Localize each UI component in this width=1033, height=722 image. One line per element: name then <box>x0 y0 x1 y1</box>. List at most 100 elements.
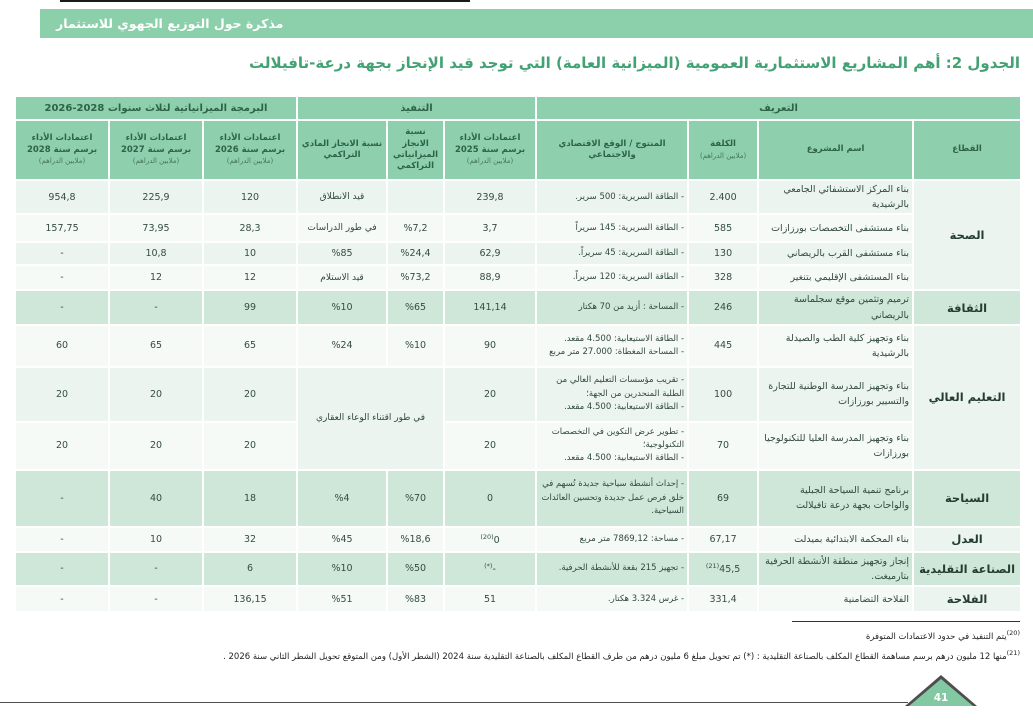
product-cell: - إحداث أنشطة سياحية جديدة تُسهم في خلق … <box>535 468 690 528</box>
credits-2027-cell: 40 <box>108 468 205 528</box>
project-cell: ترميم وتثمين موقع سجلماسة بالريصاني <box>757 289 915 326</box>
col-header-credits-2028: اعتمادات الأداء برسم سنة 2028 (ملايين الد… <box>13 119 111 181</box>
credits-2028-cell: - <box>13 468 111 528</box>
project-cell: إنجاز وتجهيز منطقة الأنشطة الحرفية بتارم… <box>757 550 915 588</box>
credits-2026-cell: 12 <box>202 264 299 292</box>
credits-2028-cell: 157,75 <box>13 213 111 244</box>
credits-2027-cell: - <box>108 585 205 614</box>
cost-cell: 69 <box>687 468 760 528</box>
credits-2026-cell: 99 <box>202 289 299 326</box>
sector-cell-agriculture: الفلاحة <box>912 585 1023 614</box>
table-row: الثقافة ترميم وتثمين موقع سجلماسة بالريص… <box>13 289 1023 326</box>
credits-2027-cell: 20 <box>108 420 205 471</box>
col-header-sector: القطاع <box>912 119 1023 181</box>
col-header-credits-2027: اعتمادات الأداء برسم سنة 2027 (ملايين الد… <box>108 119 205 181</box>
credits-2025-cell: 20 <box>443 365 538 423</box>
footnote-marker: (21) <box>705 562 720 571</box>
project-cell: بناء وتجهيز كلية الطب والصيدلة بالرشيدية <box>757 323 915 368</box>
product-cell: - تقريب مؤسسات التعليم العالي من الطلبة … <box>535 365 690 423</box>
credits-2025-cell: (*)- <box>443 550 538 588</box>
cost-cell: 445 <box>687 323 760 368</box>
credits-2028-cell: 60 <box>13 323 111 368</box>
credits-2026-cell: 20 <box>202 420 299 471</box>
credits-2026-cell: 28,3 <box>202 213 299 244</box>
cost-cell: 246 <box>687 289 760 326</box>
credits-2026-cell: 120 <box>202 178 299 216</box>
credits-2028-cell: 954,8 <box>13 178 111 216</box>
header-banner: مذكرة حول التوزيع الجهوي للاستثمار <box>40 9 1033 38</box>
footnote-marker: (*) <box>484 562 493 571</box>
col-header-project: اسم المشروع <box>757 119 915 181</box>
page-number-triangle: 41 <box>905 675 977 706</box>
scan-artifact-line <box>60 0 470 2</box>
physical-ratio-cell: %4 <box>296 468 389 528</box>
product-cell: - غرس 3.324 هكتار. <box>535 585 690 614</box>
budget-ratio-cell: %50 <box>386 550 446 588</box>
product-cell: - الطاقة السريرية: 145 سريراً <box>535 213 690 244</box>
cost-cell: 67,17 <box>687 525 760 553</box>
budget-ratio-cell: %24,4 <box>386 241 446 267</box>
product-cell: - المساحة : أزيد من 70 هكتار <box>535 289 690 326</box>
project-cell: بناء وتجهيز المدرسة الوطنية للتجارة والت… <box>757 365 915 423</box>
physical-ratio-cell: %24 <box>296 323 389 368</box>
product-cell: - تجهيز 215 بقعة للأنشطة الحرفية. <box>535 550 690 588</box>
credits-2025-cell: 239,8 <box>443 178 538 216</box>
credits-2025-cell: 90 <box>443 323 538 368</box>
group-header-execution: التنفيذ <box>296 95 538 121</box>
page-number: 41 <box>933 692 949 704</box>
land-acquisition-status-cell: في طور اقتناء الوعاء العقاري <box>296 365 446 471</box>
physical-ratio-cell: في طور الدراسات <box>296 213 389 244</box>
credits-2027-cell: 10 <box>108 525 205 553</box>
sector-cell-justice: العدل <box>912 525 1023 553</box>
budget-ratio-cell: %7,2 <box>386 213 446 244</box>
credits-2027-cell: 20 <box>108 365 205 423</box>
sector-cell-tourism: السياحة <box>912 468 1023 528</box>
footnote-marker: (20) <box>1006 629 1020 637</box>
credits-2026-cell: 32 <box>202 525 299 553</box>
product-cell: - الطاقة السريرية: 500 سرير. <box>535 178 690 216</box>
cost-cell: 130 <box>687 241 760 267</box>
footnote-divider <box>792 621 1020 622</box>
table-row: العدل بناء المحكمة الابتدائية بميدلت 67,… <box>13 525 1023 553</box>
credits-2027-cell: 73,95 <box>108 213 205 244</box>
credits-2025-cell: 141,14 <box>443 289 538 326</box>
physical-ratio-cell: %85 <box>296 241 389 267</box>
sector-cell-higher-education: التعليم العالي <box>912 323 1023 471</box>
credits-2026-cell: 136,15 <box>202 585 299 614</box>
project-cell: بناء المستشفى الإقليمي بتنغير <box>757 264 915 292</box>
cost-cell: (21)45,5 <box>687 550 760 588</box>
col-header-cost: الكلفة (ملايين الدراهم) <box>687 119 760 181</box>
credits-2028-cell: - <box>13 241 111 267</box>
credits-2026-cell: 65 <box>202 323 299 368</box>
credits-2027-cell: 10,8 <box>108 241 205 267</box>
col-header-physical-ratio: نسبة الانجاز المادي التراكمي <box>296 119 389 181</box>
table-row: الصناعة التقليدية إنجاز وتجهيز منطقة الأ… <box>13 550 1023 588</box>
projects-table: التعريف التنفيذ البرمجة الميزانياتية لثل… <box>13 95 1023 614</box>
table-row: بناء مستشفى التخصصات بورزازات 585 - الطا… <box>13 213 1021 244</box>
credits-2027-cell: - <box>108 550 205 588</box>
project-cell: الفلاحة التضامنية <box>757 585 915 614</box>
sector-cell-health: الصحة <box>912 178 1023 292</box>
credits-2028-cell: 20 <box>13 365 111 423</box>
group-header-programming: البرمجة الميزانياتية لثلاث سنوات 2028-20… <box>13 95 299 121</box>
credits-2025-cell: 51 <box>443 585 538 614</box>
cost-cell: 100 <box>687 365 760 423</box>
table-row: بناء وتجهيز المدرسة العليا للتكنولوجيا ب… <box>13 420 1021 471</box>
footnotes: (20)يتم التنفيذ في حدود الاعتمادات المتو… <box>25 627 1020 666</box>
product-cell: - الطاقة الاستيعابية: 4.500 مقعد. - المس… <box>535 323 690 368</box>
budget-ratio-cell: %83 <box>386 585 446 614</box>
physical-ratio-cell: %51 <box>296 585 389 614</box>
cost-cell: 328 <box>687 264 760 292</box>
table-title: الجدول 2: أهم المشاريع الاستثمارية العمو… <box>249 54 1020 72</box>
credits-2026-cell: 20 <box>202 365 299 423</box>
budget-ratio-cell: %73,2 <box>386 264 446 292</box>
budget-ratio-cell: %18,6 <box>386 525 446 553</box>
credits-2025-cell: (20)0 <box>443 525 538 553</box>
credits-2027-cell: 65 <box>108 323 205 368</box>
credits-2028-cell: - <box>13 264 111 292</box>
credits-2028-cell: - <box>13 550 111 588</box>
project-cell: بناء مستشفى القرب بالريصاني <box>757 241 915 267</box>
col-header-product: المنتوج / الوقع الاقتصادي والاجتماعي <box>535 119 690 181</box>
footnote-marker: (21) <box>1006 648 1020 657</box>
